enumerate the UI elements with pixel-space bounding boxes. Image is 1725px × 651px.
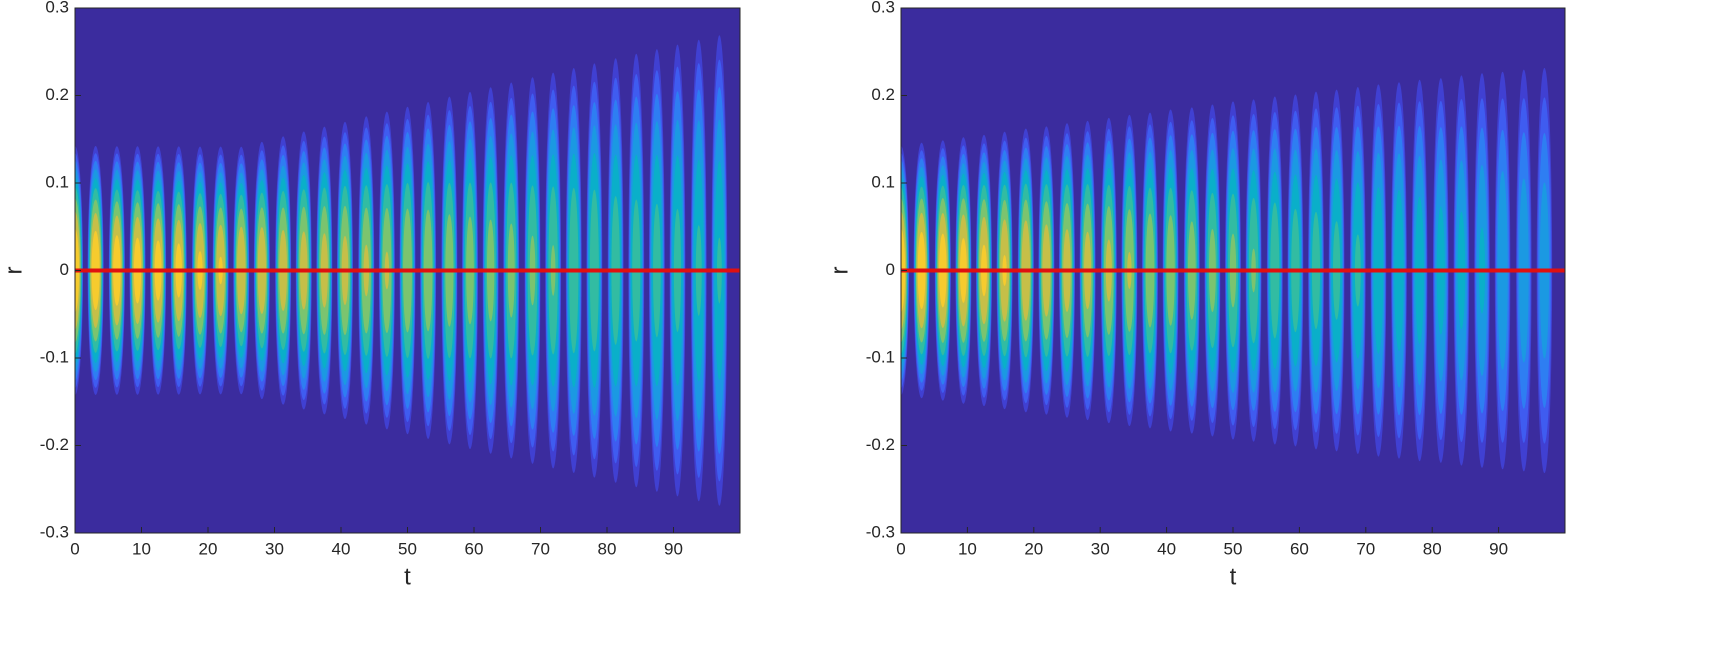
y-tick-label: 0.1 [45,172,69,191]
x-tick-label: 80 [598,539,617,558]
x-tick-label: 90 [1489,539,1508,558]
y-tick-label: 0 [60,260,69,279]
y-tick-label: -0.2 [40,435,69,454]
x-tick-label: 80 [1423,539,1442,558]
y-axis-label: r [0,267,27,275]
plot [75,8,740,533]
x-tick-label: 70 [531,539,550,558]
x-axis-label: t [1230,563,1237,590]
x-tick-label: 40 [332,539,351,558]
x-tick-label: 60 [1290,539,1309,558]
y-tick-label: 0.2 [45,85,69,104]
x-tick-label: 30 [1091,539,1110,558]
x-tick-label: 70 [1356,539,1375,558]
y-tick-label: -0.3 [866,522,895,541]
x-tick-label: 30 [265,539,284,558]
x-tick-label: 40 [1157,539,1176,558]
x-tick-label: 0 [896,539,905,558]
x-tick-label: 10 [132,539,151,558]
x-tick-label: 10 [958,539,977,558]
y-tick-label: 0.2 [871,85,895,104]
y-tick-label: 0.3 [871,0,895,16]
y-tick-label: 0.1 [871,172,895,191]
x-tick-label: 20 [199,539,218,558]
x-tick-label: 50 [398,539,417,558]
x-tick-label: 90 [664,539,683,558]
y-tick-label: -0.2 [866,435,895,454]
y-tick-label: -0.1 [40,347,69,366]
plot [901,8,1565,533]
x-tick-label: 0 [70,539,79,558]
x-axis-label: t [404,563,411,590]
y-axis-label: r [826,267,853,275]
y-tick-label: -0.1 [866,347,895,366]
x-tick-label: 50 [1224,539,1243,558]
y-tick-label: 0 [886,260,895,279]
y-tick-label: 0.3 [45,0,69,16]
x-tick-label: 20 [1024,539,1043,558]
y-tick-label: -0.3 [40,522,69,541]
x-tick-label: 60 [465,539,484,558]
